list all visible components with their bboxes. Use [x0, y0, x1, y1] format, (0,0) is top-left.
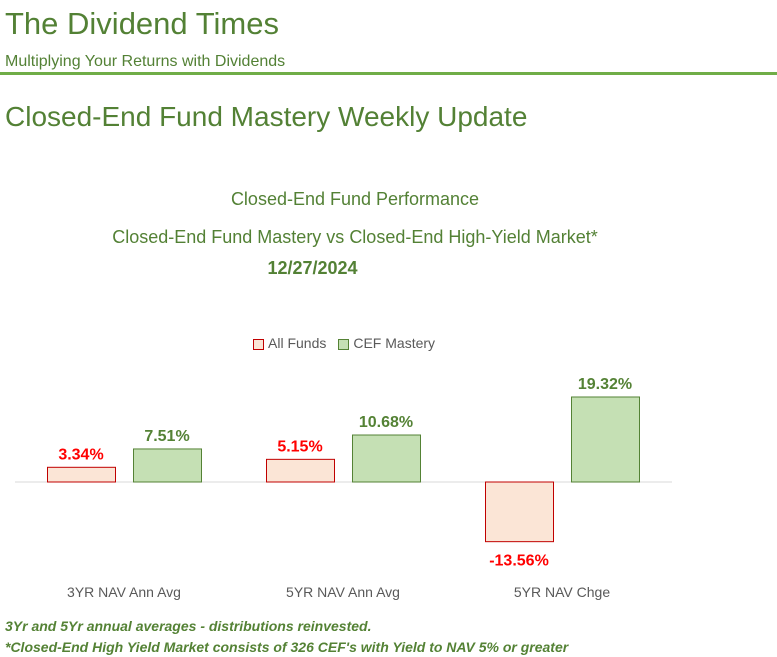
legend-swatch	[338, 338, 350, 350]
data-label: 7.51%	[144, 428, 189, 445]
site-subtitle: Multiplying Your Returns with Dividends	[5, 53, 286, 70]
chart-date: 12/27/2024	[267, 258, 358, 278]
chart-title: Closed-End Fund Performance	[230, 189, 480, 209]
data-label: 5.15%	[277, 438, 322, 455]
chart-subtitle: Closed-End Fund Mastery vs Closed-End Hi…	[112, 227, 598, 247]
bar	[47, 466, 116, 483]
legend-label: All Funds	[268, 335, 327, 351]
data-label: 3.34%	[58, 446, 103, 463]
data-label: 19.32%	[578, 376, 632, 393]
category-label: 3YR NAV Ann Avg	[67, 584, 181, 600]
bar	[266, 458, 335, 483]
bar	[352, 434, 421, 483]
data-label: -13.56%	[489, 553, 549, 570]
site-title: The Dividend Times	[5, 6, 279, 41]
category-label: 5YR NAV Ann Avg	[286, 584, 400, 600]
page-heading: Closed-End Fund Mastery Weekly Update	[5, 101, 528, 132]
bar	[485, 481, 554, 543]
data-label: 10.68%	[359, 414, 413, 431]
legend-swatch	[253, 338, 264, 350]
bar	[133, 448, 202, 483]
footnote-1: 3Yr and 5Yr annual averages - distributi…	[5, 618, 372, 634]
footnote-2: *Closed-End High Yield Market consists o…	[5, 639, 569, 655]
bar	[571, 396, 640, 483]
chart-legend: All Funds CEF Mastery	[253, 335, 435, 351]
legend-item-cef-mastery: CEF Mastery	[338, 335, 435, 351]
legend-label: CEF Mastery	[353, 335, 436, 351]
category-label: 5YR NAV Chge	[514, 584, 610, 600]
header-divider	[0, 72, 777, 75]
legend-item-all-funds: All Funds	[253, 335, 326, 351]
